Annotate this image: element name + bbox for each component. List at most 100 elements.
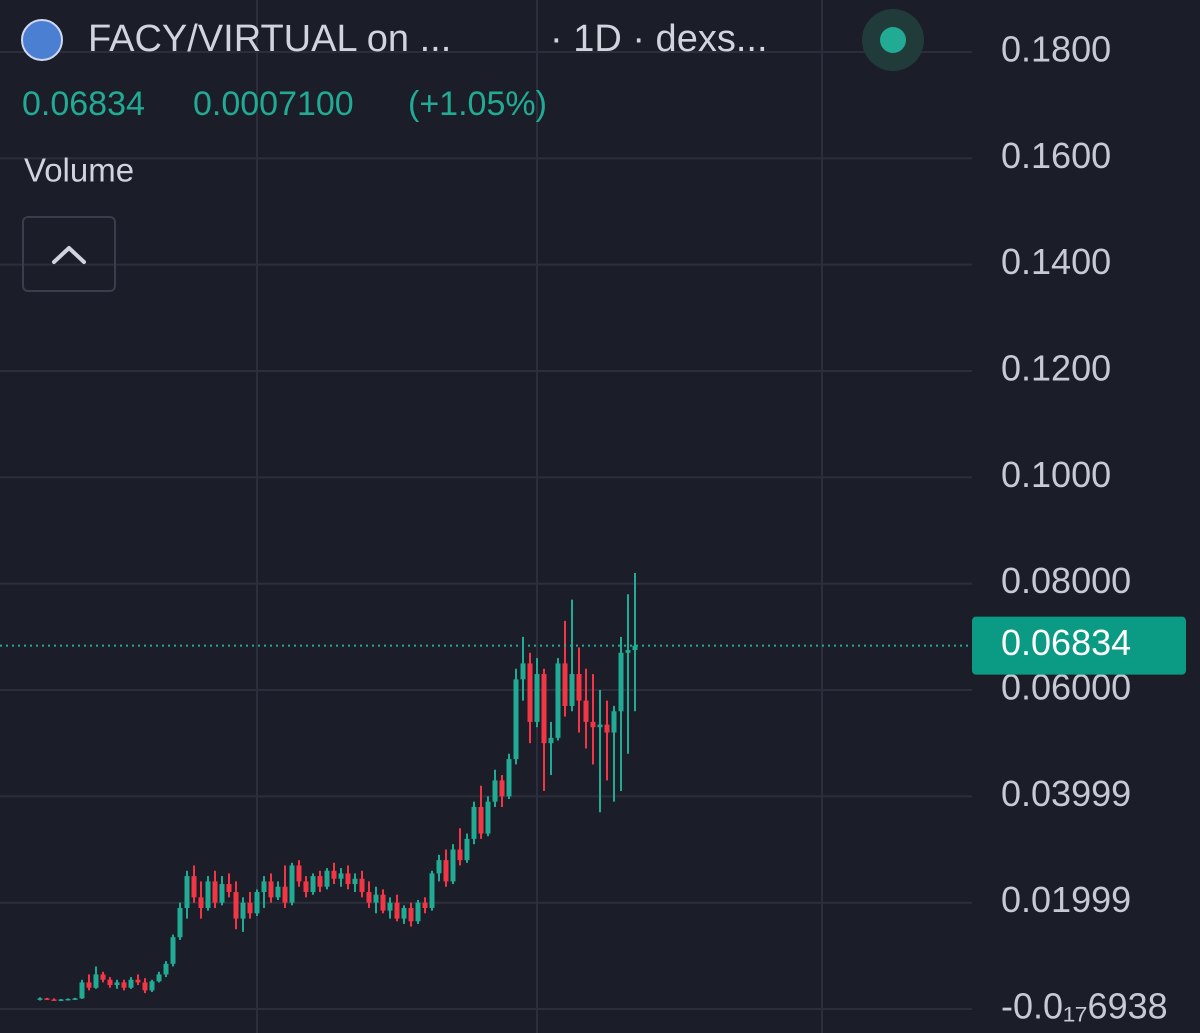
candle-body bbox=[310, 876, 316, 893]
candle-body bbox=[338, 873, 344, 879]
candle-body bbox=[317, 876, 323, 887]
candle-body bbox=[583, 700, 589, 722]
candle-body bbox=[205, 881, 211, 908]
y-tick-label: 0.1800 bbox=[1001, 29, 1111, 70]
symbol: FACY/VIRTUAL on ... bbox=[88, 18, 451, 60]
collapse-button[interactable] bbox=[22, 216, 116, 292]
candle-body bbox=[436, 860, 442, 874]
plot bbox=[0, 573, 972, 1002]
candle-body bbox=[380, 894, 386, 911]
candle-body bbox=[562, 663, 568, 706]
candle-body bbox=[268, 881, 274, 898]
candle-body bbox=[345, 873, 351, 885]
candle-body bbox=[219, 884, 225, 903]
candle-body bbox=[534, 674, 540, 722]
candle-body bbox=[135, 979, 141, 983]
candle-body bbox=[464, 838, 470, 861]
y-tick-label: 0.01999 bbox=[1001, 879, 1131, 920]
candle-body bbox=[485, 801, 491, 834]
candle-body bbox=[107, 979, 113, 986]
candle-body bbox=[261, 881, 267, 893]
candle-body bbox=[303, 881, 309, 893]
y-tick-label: 0.1200 bbox=[1001, 348, 1111, 389]
candle-body bbox=[254, 892, 260, 914]
candle-body bbox=[247, 902, 253, 914]
candle-body bbox=[58, 999, 64, 1001]
candle-body bbox=[422, 902, 428, 908]
candle-body bbox=[548, 737, 554, 744]
candle-body bbox=[79, 982, 85, 999]
y-tick-label: -0.0₁₇6938 bbox=[1001, 986, 1168, 1027]
candle-body bbox=[184, 876, 190, 908]
candle-body bbox=[212, 881, 218, 903]
candle-body bbox=[429, 873, 435, 908]
last-price-label: 0.06834 bbox=[1001, 622, 1131, 663]
candle-body bbox=[51, 999, 57, 1001]
candle-body bbox=[93, 974, 99, 988]
y-tick-label: 0.1400 bbox=[1001, 241, 1111, 282]
candle-body bbox=[618, 652, 624, 712]
candle-body bbox=[177, 907, 183, 938]
last-price: 0.06834 bbox=[22, 85, 145, 123]
candle-body bbox=[156, 974, 162, 982]
candle-body bbox=[408, 907, 414, 922]
candle-body bbox=[450, 849, 456, 882]
candle-body bbox=[625, 650, 631, 653]
y-tick-label: 0.1600 bbox=[1001, 135, 1111, 176]
candle-body bbox=[289, 865, 295, 903]
candle-body bbox=[296, 865, 302, 882]
candle-body bbox=[324, 870, 330, 887]
token-logo bbox=[21, 19, 63, 61]
candle-body bbox=[331, 870, 337, 879]
candle-body bbox=[86, 982, 92, 988]
candle-body bbox=[128, 979, 134, 988]
candle-body bbox=[100, 974, 106, 980]
candle-body bbox=[576, 674, 582, 701]
candle-body bbox=[226, 884, 232, 893]
candle-body bbox=[394, 902, 400, 919]
candle-body bbox=[37, 998, 43, 1000]
candle-body bbox=[478, 806, 484, 834]
candle-body bbox=[471, 806, 477, 839]
candle-body bbox=[198, 897, 204, 908]
candle-body bbox=[170, 937, 176, 964]
chevron-icon bbox=[52, 246, 86, 264]
candle-body bbox=[401, 907, 407, 919]
candle-body bbox=[569, 674, 575, 706]
candle-body bbox=[492, 780, 498, 802]
y-tick-label: 0.08000 bbox=[1001, 560, 1131, 601]
candle-body bbox=[149, 981, 155, 991]
candle-body bbox=[443, 860, 449, 882]
candle-body bbox=[240, 902, 246, 919]
candle-body bbox=[590, 721, 596, 728]
change: 0.0007100 bbox=[193, 85, 354, 123]
candle-body bbox=[555, 663, 561, 738]
candle-body bbox=[632, 645, 638, 651]
interval: · 1D · dexs... bbox=[550, 18, 768, 60]
candle-body bbox=[597, 724, 603, 728]
candle-body bbox=[366, 892, 372, 903]
candle-body bbox=[142, 982, 148, 991]
candle-body bbox=[121, 982, 127, 988]
candle-body bbox=[114, 982, 120, 986]
candle-body bbox=[275, 886, 281, 898]
candle-body bbox=[352, 878, 358, 885]
candle-body bbox=[513, 679, 519, 760]
candle-body bbox=[359, 878, 365, 893]
candle-body bbox=[520, 663, 526, 680]
candle-body bbox=[611, 711, 617, 733]
candle-body bbox=[191, 876, 197, 898]
candle-body bbox=[72, 998, 78, 1000]
candle-body bbox=[233, 892, 239, 919]
grid bbox=[0, 0, 972, 1033]
candle-body bbox=[282, 886, 288, 903]
candle-body bbox=[499, 780, 505, 797]
y-tick-label: 0.03999 bbox=[1001, 773, 1131, 814]
candle-body bbox=[44, 998, 50, 1000]
candle-body bbox=[541, 674, 547, 744]
candle-body bbox=[527, 663, 533, 722]
y-tick-label: 0.1000 bbox=[1001, 454, 1111, 495]
last-price-badge bbox=[972, 616, 1186, 675]
indicator-label: Volume bbox=[24, 152, 134, 189]
